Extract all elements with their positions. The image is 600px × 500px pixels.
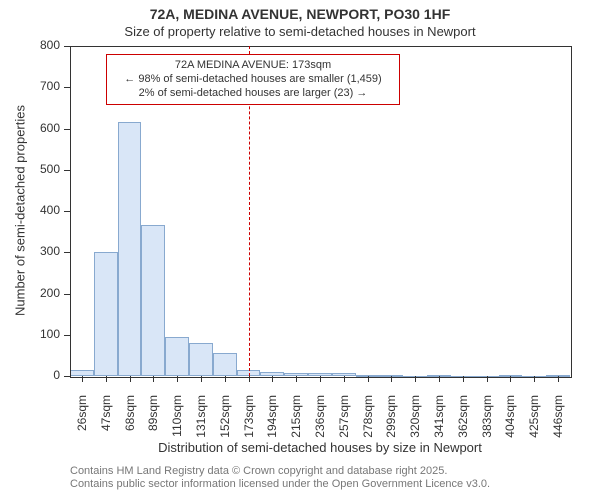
y-tick-label: 600 <box>0 121 60 135</box>
x-tick <box>534 376 535 382</box>
figure-root: 72A, MEDINA AVENUE, NEWPORT, PO30 1HF Si… <box>0 0 600 500</box>
x-tick <box>463 376 464 382</box>
x-tick <box>510 376 511 382</box>
y-axis-title: Number of semi-detached properties <box>13 31 28 391</box>
y-tick <box>64 335 70 336</box>
y-tick-label: 200 <box>0 286 60 300</box>
y-tick-label: 0 <box>0 368 60 382</box>
footnote-line-2: Contains public sector information licen… <box>70 478 490 490</box>
x-tick <box>558 376 559 382</box>
x-tick <box>201 376 202 382</box>
x-tick <box>439 376 440 382</box>
x-tick <box>153 376 154 382</box>
x-axis-title: Distribution of semi-detached houses by … <box>70 440 570 455</box>
y-tick <box>64 129 70 130</box>
annotation-line: 72A MEDINA AVENUE: 173sqm <box>113 59 393 73</box>
annotation-line: 2% of semi-detached houses are larger (2… <box>113 87 393 101</box>
y-tick-label: 500 <box>0 162 60 176</box>
annotation-line: ← 98% of semi-detached houses are smalle… <box>113 73 393 87</box>
footnote-line-1: Contains HM Land Registry data © Crown c… <box>70 465 447 477</box>
x-tick <box>487 376 488 382</box>
x-tick <box>106 376 107 382</box>
x-tick <box>272 376 273 382</box>
x-tick <box>225 376 226 382</box>
y-tick <box>64 87 70 88</box>
histogram-chart: 010020030040050060070080026sqm47sqm68sqm… <box>0 0 600 500</box>
x-tick <box>130 376 131 382</box>
x-tick <box>368 376 369 382</box>
y-tick-label: 700 <box>0 79 60 93</box>
y-tick-label: 300 <box>0 244 60 258</box>
x-tick <box>177 376 178 382</box>
y-tick <box>64 376 70 377</box>
y-tick-label: 100 <box>0 327 60 341</box>
x-tick <box>344 376 345 382</box>
y-tick <box>64 211 70 212</box>
x-tick <box>296 376 297 382</box>
x-tick <box>82 376 83 382</box>
y-tick-label: 800 <box>0 38 60 52</box>
y-tick <box>64 252 70 253</box>
x-tick <box>249 376 250 382</box>
y-tick-label: 400 <box>0 203 60 217</box>
footnote-text: Contains HM Land Registry data © Crown c… <box>70 465 490 493</box>
x-tick <box>320 376 321 382</box>
y-tick <box>64 294 70 295</box>
y-tick <box>64 46 70 47</box>
y-tick <box>64 170 70 171</box>
annotation-box: 72A MEDINA AVENUE: 173sqm← 98% of semi-d… <box>106 54 400 105</box>
x-tick <box>415 376 416 382</box>
x-tick <box>391 376 392 382</box>
